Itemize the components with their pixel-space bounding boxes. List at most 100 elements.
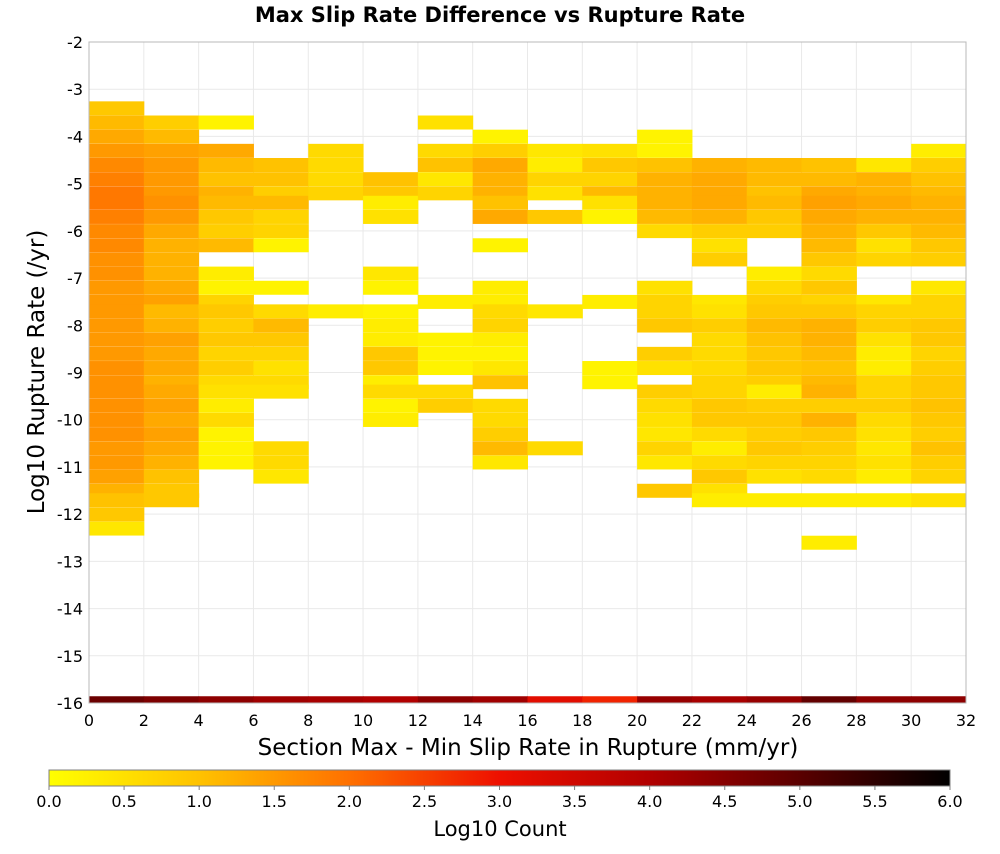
heatmap-cell [801, 427, 857, 442]
heatmap-cell [746, 346, 803, 361]
heatmap-cell [198, 455, 254, 470]
heatmap-cell [746, 455, 803, 470]
heatmap-cell [746, 158, 803, 173]
y-axis-label: Log10 Rupture Rate (/yr) [24, 230, 50, 515]
heatmap-cell [746, 266, 803, 281]
heatmap-cell [691, 304, 748, 319]
heatmap-cell [911, 252, 967, 267]
colorbar-tick-label: 5.0 [787, 792, 812, 811]
heatmap-cell [308, 143, 364, 158]
x-tick-label: 28 [846, 711, 866, 730]
heatmap-cell [198, 398, 254, 413]
heatmap-cell [691, 398, 748, 413]
heatmap-cell [89, 209, 145, 224]
heatmap-cell [89, 412, 145, 427]
y-tick-label: -14 [57, 600, 83, 619]
heatmap-cell [198, 195, 254, 210]
heatmap-cell [856, 346, 912, 361]
heatmap-cell [801, 318, 857, 333]
heatmap-cell [746, 318, 803, 333]
heatmap-cell [856, 441, 912, 456]
heatmap-cell [198, 158, 254, 173]
heatmap-cell [89, 384, 145, 399]
heatmap-cell [89, 521, 145, 536]
heatmap-cell [198, 441, 254, 456]
heatmap-cell [691, 318, 748, 333]
colorbar-tick-label: 4.0 [637, 792, 662, 811]
heatmap-cell [691, 332, 748, 347]
heatmap-cell [856, 252, 912, 267]
heatmap-cell [801, 224, 857, 239]
colorbar-tick-label: 2.5 [412, 792, 437, 811]
heatmap-cell [363, 195, 419, 210]
heatmap-cell [856, 384, 912, 399]
heatmap-cell [253, 224, 309, 239]
heatmap-cell [363, 398, 419, 413]
heatmap-cell [911, 455, 967, 470]
heatmap-cell [746, 384, 803, 399]
heatmap-cell [856, 224, 912, 239]
heatmap-cell [89, 280, 145, 295]
x-tick-label: 26 [791, 711, 811, 730]
colorbar-tick-label: 1.0 [186, 792, 211, 811]
heatmap-cell [691, 346, 748, 361]
heatmap-cell [143, 696, 200, 704]
heatmap-cell [417, 346, 474, 361]
heatmap-cell [89, 507, 145, 522]
heatmap-cell [253, 384, 309, 399]
heatmap-cell [143, 384, 200, 399]
heatmap-cell [253, 346, 309, 361]
heatmap-cell [746, 172, 803, 187]
heatmap-cell [472, 158, 528, 173]
heatmap-cell [89, 696, 145, 704]
heatmap-cell [472, 318, 528, 333]
heatmap-cell [253, 209, 309, 224]
heatmap-cell [911, 238, 967, 253]
heatmap-cell [801, 441, 857, 456]
heatmap-cell [637, 483, 693, 498]
heatmap-cell [472, 346, 528, 361]
x-tick-label: 14 [463, 711, 483, 730]
heatmap-cell [472, 427, 528, 442]
heatmap-cell [691, 224, 748, 239]
heatmap-cell [308, 158, 364, 173]
heatmap-cell [143, 469, 200, 484]
heatmap-cell [691, 361, 748, 376]
colorbar-label: Log10 Count [433, 817, 566, 841]
heatmap-cell [856, 318, 912, 333]
heatmap-cell [253, 304, 309, 319]
heatmap-cell [363, 209, 419, 224]
x-tick-label: 4 [194, 711, 204, 730]
heatmap-cell [363, 304, 419, 319]
heatmap-cell [417, 332, 474, 347]
heatmap-cell [89, 441, 145, 456]
heatmap-cell [89, 493, 145, 508]
heatmap-cell [198, 143, 254, 158]
heatmap-cell [637, 441, 693, 456]
heatmap-cell [253, 158, 309, 173]
heatmap-cell [417, 115, 474, 130]
heatmap-cell [637, 195, 693, 210]
heatmap-cell [911, 332, 967, 347]
colorbar-tick-label: 4.5 [712, 792, 737, 811]
heatmap-cell [89, 266, 145, 281]
heatmap-cell [856, 238, 912, 253]
y-tick-label: -13 [57, 552, 83, 571]
heatmap-cell [417, 186, 474, 201]
heatmap-cell [527, 209, 583, 224]
heatmap-cell [89, 318, 145, 333]
heatmap-cell [472, 129, 528, 144]
heatmap-cell [198, 115, 254, 130]
x-tick-label: 2 [139, 711, 149, 730]
heatmap-cell [691, 209, 748, 224]
heatmap-cell [89, 143, 145, 158]
heatmap-cell [253, 696, 309, 704]
heatmap-cell [691, 441, 748, 456]
heatmap-cell [417, 172, 474, 187]
y-tick-label: -16 [57, 694, 83, 713]
heatmap-cell [472, 696, 528, 704]
heatmap-cell [89, 129, 145, 144]
heatmap-cell [198, 384, 254, 399]
heatmap-cell [363, 384, 419, 399]
x-tick-label: 30 [901, 711, 921, 730]
